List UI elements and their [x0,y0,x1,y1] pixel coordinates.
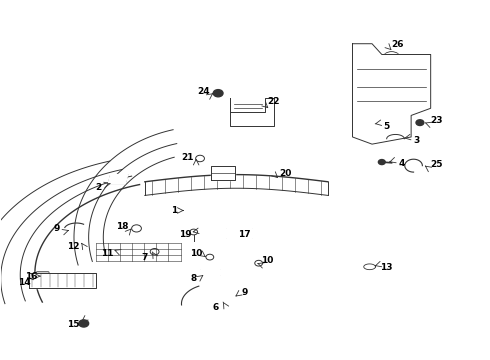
Text: 16: 16 [24,271,37,280]
Text: 9: 9 [54,224,60,233]
Text: 17: 17 [238,230,250,239]
FancyBboxPatch shape [36,272,49,280]
Text: 25: 25 [430,161,443,170]
Polygon shape [352,44,431,144]
Text: 6: 6 [213,303,219,312]
Polygon shape [211,166,235,180]
Text: 5: 5 [384,122,390,131]
Text: 4: 4 [398,159,405,168]
Text: 19: 19 [179,230,192,239]
Text: 11: 11 [101,249,114,258]
FancyBboxPatch shape [364,121,379,130]
Text: 15: 15 [67,320,79,329]
Text: 14: 14 [18,278,30,287]
Text: 8: 8 [191,274,197,283]
Polygon shape [200,269,220,275]
Text: 18: 18 [116,222,128,231]
Text: 20: 20 [279,169,291,178]
Polygon shape [226,228,252,238]
Circle shape [378,159,385,165]
Text: 12: 12 [67,242,79,251]
Text: 21: 21 [181,153,194,162]
Text: 22: 22 [267,97,280,106]
Circle shape [416,120,424,126]
Text: 3: 3 [413,136,419,145]
Polygon shape [108,175,128,184]
Text: 10: 10 [190,249,202,258]
Circle shape [213,90,223,97]
Text: 7: 7 [142,253,148,262]
Polygon shape [29,273,96,288]
Text: 9: 9 [242,288,248,297]
Text: 24: 24 [197,86,210,95]
Polygon shape [230,98,274,126]
Text: 10: 10 [261,256,273,265]
Text: 1: 1 [171,206,177,215]
Text: 13: 13 [380,264,393,273]
Text: 23: 23 [430,116,443,125]
Circle shape [79,320,89,327]
Text: 26: 26 [391,40,404,49]
Text: 2: 2 [95,183,101,192]
